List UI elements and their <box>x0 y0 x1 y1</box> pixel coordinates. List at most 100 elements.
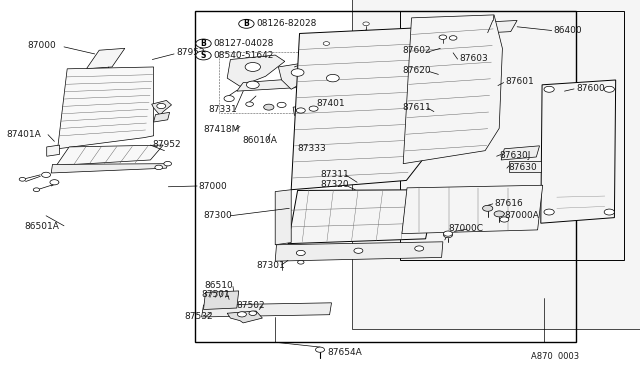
Circle shape <box>326 74 339 82</box>
Circle shape <box>246 81 259 89</box>
Text: 87320: 87320 <box>320 180 349 189</box>
Polygon shape <box>202 303 332 317</box>
Polygon shape <box>204 291 239 310</box>
Text: 87630J: 87630J <box>499 151 531 160</box>
Circle shape <box>544 86 554 92</box>
Circle shape <box>277 102 286 108</box>
Polygon shape <box>58 67 154 149</box>
Text: 87000A: 87000A <box>504 211 539 219</box>
Polygon shape <box>227 311 262 323</box>
Text: 87311: 87311 <box>320 170 349 179</box>
Polygon shape <box>278 61 317 89</box>
Polygon shape <box>402 185 543 234</box>
Text: 87952: 87952 <box>176 48 205 57</box>
Circle shape <box>316 347 324 352</box>
Polygon shape <box>291 28 426 190</box>
Text: 87616: 87616 <box>495 199 524 208</box>
Text: 08127-04028: 08127-04028 <box>213 39 273 48</box>
Text: S: S <box>201 51 206 60</box>
Circle shape <box>500 217 509 222</box>
Bar <box>509 161 541 172</box>
Polygon shape <box>154 112 170 122</box>
Text: 87401: 87401 <box>317 99 346 108</box>
Text: B: B <box>201 39 206 48</box>
Circle shape <box>415 246 424 251</box>
Text: 87000C: 87000C <box>448 224 483 233</box>
Bar <box>400 11 624 260</box>
Text: 87401A: 87401A <box>6 130 41 139</box>
Circle shape <box>363 22 369 26</box>
Circle shape <box>224 96 234 102</box>
Text: 87000: 87000 <box>198 182 227 190</box>
Circle shape <box>246 102 253 106</box>
Circle shape <box>245 62 260 71</box>
Text: 87601: 87601 <box>506 77 534 86</box>
Circle shape <box>196 39 211 48</box>
Text: 87600: 87600 <box>576 84 605 93</box>
Circle shape <box>155 165 163 170</box>
Text: B: B <box>244 19 249 28</box>
Circle shape <box>196 51 211 60</box>
Circle shape <box>494 211 504 217</box>
Polygon shape <box>275 242 443 261</box>
Polygon shape <box>293 104 320 115</box>
Polygon shape <box>275 190 291 245</box>
Circle shape <box>264 104 274 110</box>
Text: 86510: 86510 <box>205 281 234 290</box>
Circle shape <box>604 86 614 92</box>
Polygon shape <box>86 48 125 69</box>
Circle shape <box>42 172 51 177</box>
Text: 87300: 87300 <box>204 211 232 220</box>
Circle shape <box>19 177 26 181</box>
Circle shape <box>296 108 305 113</box>
Text: 08126-82028: 08126-82028 <box>256 19 316 28</box>
Polygon shape <box>403 15 502 164</box>
Text: 08540-51642: 08540-51642 <box>213 51 273 60</box>
Circle shape <box>323 42 330 45</box>
Bar <box>195 11 576 342</box>
Circle shape <box>449 36 457 40</box>
Circle shape <box>239 19 254 28</box>
Circle shape <box>444 231 452 236</box>
Circle shape <box>298 260 304 264</box>
Polygon shape <box>288 190 435 244</box>
Text: 87502: 87502 <box>237 301 266 310</box>
Circle shape <box>604 209 614 215</box>
Circle shape <box>50 180 59 185</box>
Circle shape <box>296 250 305 256</box>
Text: 87418M: 87418M <box>204 125 240 134</box>
Circle shape <box>544 209 554 215</box>
Text: 87611: 87611 <box>402 103 431 112</box>
Text: 87000: 87000 <box>28 41 56 50</box>
Circle shape <box>309 106 318 111</box>
FancyBboxPatch shape <box>352 0 640 329</box>
Text: A870  0003: A870 0003 <box>531 352 579 361</box>
Text: 87603: 87603 <box>460 54 488 63</box>
Circle shape <box>237 312 246 317</box>
Circle shape <box>249 311 257 315</box>
Text: 86400: 86400 <box>554 26 582 35</box>
Circle shape <box>164 161 172 166</box>
Text: 86501A: 86501A <box>24 222 59 231</box>
Text: 87654A: 87654A <box>328 348 362 357</box>
Circle shape <box>444 232 452 238</box>
Circle shape <box>483 205 493 211</box>
Polygon shape <box>47 145 60 156</box>
Circle shape <box>291 69 304 76</box>
Text: 87331: 87331 <box>208 105 237 114</box>
Text: 87301: 87301 <box>256 261 285 270</box>
Polygon shape <box>475 20 517 33</box>
Circle shape <box>157 103 166 109</box>
Text: 87952: 87952 <box>152 140 181 149</box>
Text: 87602: 87602 <box>402 46 431 55</box>
Polygon shape <box>56 145 163 166</box>
Text: 87630: 87630 <box>509 163 538 172</box>
Circle shape <box>439 35 447 39</box>
Polygon shape <box>51 164 168 173</box>
Polygon shape <box>541 80 616 223</box>
Text: 87620: 87620 <box>402 66 431 75</box>
Text: 87501: 87501 <box>202 291 230 299</box>
Text: 87532: 87532 <box>184 312 213 321</box>
Polygon shape <box>501 146 540 160</box>
Circle shape <box>354 248 363 253</box>
